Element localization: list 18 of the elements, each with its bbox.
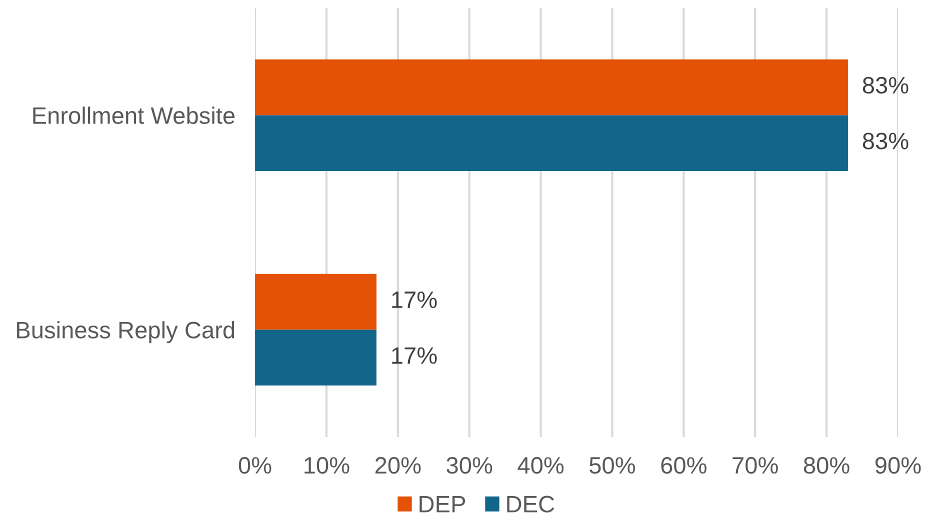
- x-tick-label: 80%: [804, 457, 850, 474]
- x-tick-label: 10%: [304, 457, 350, 474]
- x-tick-label: 70%: [732, 457, 778, 474]
- x-tick-label: 0%: [238, 457, 272, 474]
- x-tick-label: 50%: [590, 457, 636, 474]
- data-label: 83%: [862, 132, 908, 150]
- legend-label: DEC: [507, 496, 554, 513]
- x-tick-label: 90%: [875, 457, 921, 474]
- data-label: 17%: [392, 347, 437, 364]
- x-tick-label: 20%: [375, 457, 421, 474]
- x-tick-label: 30%: [446, 457, 492, 474]
- x-tick-label: 40%: [518, 457, 564, 474]
- legend-label: DEP: [420, 496, 466, 512]
- data-label: 83%: [862, 76, 908, 94]
- data-label: 17%: [392, 292, 437, 308]
- x-tick-label: 60%: [661, 457, 706, 474]
- y-tick-label: Enrollment Website: [33, 106, 235, 124]
- y-tick-label: Business Reply Card: [17, 321, 234, 344]
